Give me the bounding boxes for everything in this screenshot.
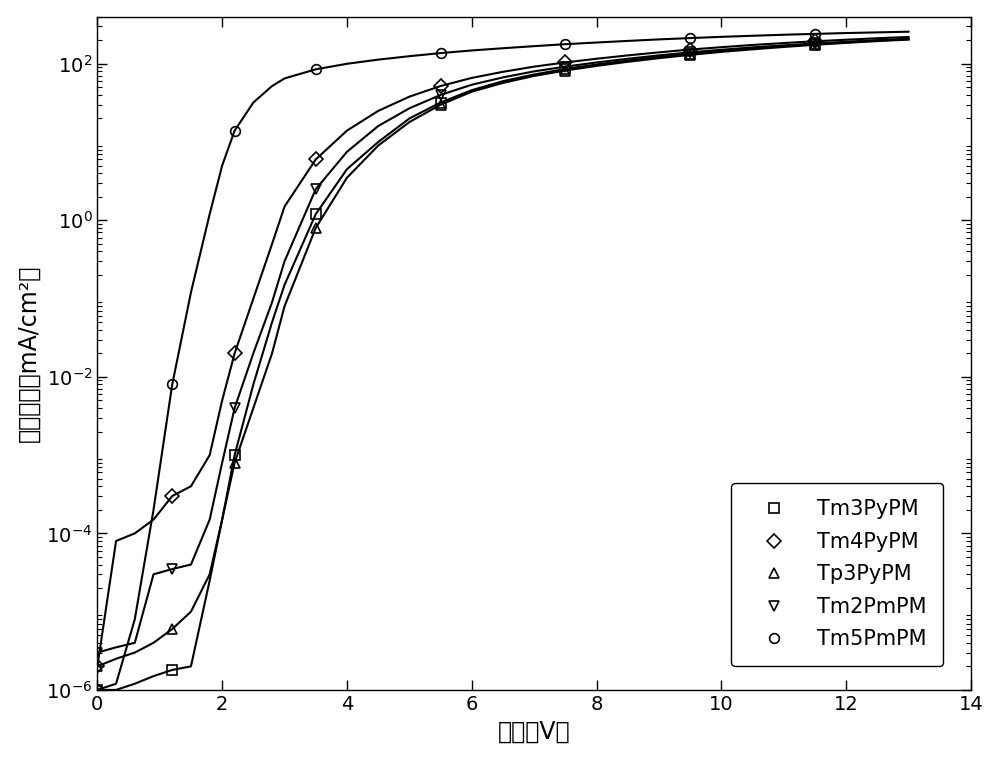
Tm4PyPM [229,349,241,358]
Tm3PyPM [559,65,571,74]
Tp3PyPM [559,66,571,75]
Tm2PmPM [166,565,178,574]
Tp3PyPM [809,40,821,49]
Tm3PyPM [684,49,696,59]
Tp3PyPM [435,100,447,109]
Tm5PmPM [166,380,178,389]
Tm4PyPM [435,81,447,90]
Tm3PyPM [809,40,821,49]
Line: Tm3PyPM: Tm3PyPM [92,40,820,695]
Tm5PmPM [229,126,241,135]
Tm3PyPM [229,451,241,460]
Tp3PyPM [229,458,241,467]
Legend: Tm3PyPM, Tm4PyPM, Tp3PyPM, Tm2PmPM, Tm5PmPM: Tm3PyPM, Tm4PyPM, Tp3PyPM, Tm2PmPM, Tm5P… [731,483,943,666]
Tm3PyPM [435,98,447,107]
Tm2PmPM [559,62,571,71]
Tm5PmPM [684,33,696,43]
Tp3PyPM [166,625,178,634]
Tm5PmPM [435,49,447,58]
Tm4PyPM [684,45,696,54]
Tm2PmPM [91,648,103,657]
Tm3PyPM [310,210,322,219]
Line: Tm5PmPM: Tm5PmPM [92,29,820,695]
Tm5PmPM [310,65,322,74]
Line: Tm4PyPM: Tm4PyPM [92,36,820,671]
Tm2PmPM [809,39,821,48]
Tm5PmPM [91,686,103,695]
X-axis label: 电压（V）: 电压（V） [498,719,570,743]
Tm2PmPM [684,48,696,57]
Tm3PyPM [166,665,178,674]
Tm5PmPM [809,30,821,39]
Tm4PyPM [310,155,322,164]
Tm4PyPM [559,58,571,67]
Tm2PmPM [435,90,447,100]
Tm3PyPM [91,686,103,695]
Tm2PmPM [310,185,322,194]
Tp3PyPM [91,662,103,671]
Tm4PyPM [809,36,821,46]
Tp3PyPM [684,50,696,59]
Tp3PyPM [310,223,322,233]
Line: Tm2PmPM: Tm2PmPM [92,39,820,657]
Y-axis label: 电流密度（mA/cm²）: 电流密度（mA/cm²） [17,264,41,442]
Tm4PyPM [166,492,178,501]
Tm5PmPM [559,40,571,49]
Line: Tp3PyPM: Tp3PyPM [92,40,820,671]
Tm4PyPM [91,662,103,671]
Tm2PmPM [229,404,241,413]
